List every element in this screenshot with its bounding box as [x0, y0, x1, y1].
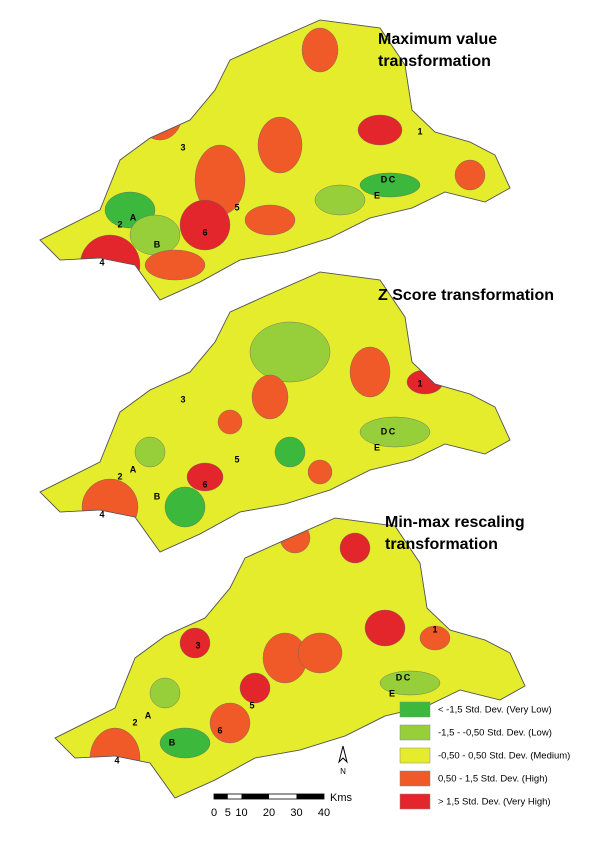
- marker-label: 5: [234, 202, 239, 212]
- district: [186, 462, 224, 492]
- scale-tick-label: 10: [235, 807, 247, 819]
- marker-label: B: [169, 737, 176, 747]
- district: [209, 702, 251, 744]
- marker-label: A: [130, 212, 137, 222]
- district: [274, 436, 306, 468]
- district: [297, 632, 343, 674]
- scale-tick-label: 30: [290, 807, 302, 819]
- marker-label: 3: [195, 640, 200, 650]
- legend-label: < -1,5 Std. Dev. (Very Low): [438, 705, 552, 716]
- district: [179, 199, 231, 251]
- legend-swatch: [399, 724, 431, 741]
- marker-label: E: [374, 190, 380, 200]
- marker-label: 4: [114, 755, 119, 765]
- marker-label: E: [389, 688, 395, 698]
- scale-segment: [214, 794, 228, 799]
- district: [239, 672, 271, 704]
- district: [339, 532, 371, 564]
- scale-unit: Kms: [330, 792, 353, 804]
- scale-tick-label: 20: [263, 807, 275, 819]
- map-title: transformation: [385, 536, 498, 553]
- marker-label: 4: [99, 257, 104, 267]
- marker-label: 3: [180, 142, 185, 152]
- map-title: Min-max rescaling: [385, 514, 525, 531]
- region-map: 1 2 3 4 5 6 A B CDE: [39, 271, 511, 553]
- district: [217, 409, 243, 435]
- district: [279, 522, 311, 554]
- legend-label: 0,50 - 1,5 Std. Dev. (High): [438, 774, 548, 785]
- district: [314, 184, 366, 216]
- legend-swatch: [399, 747, 431, 764]
- scale-tick-label: 40: [318, 807, 330, 819]
- district: [301, 27, 339, 73]
- district: [244, 204, 296, 236]
- legend-swatch: [399, 793, 431, 810]
- map-title: Z Score transformation: [378, 287, 554, 304]
- marker-label: 2: [117, 219, 122, 229]
- district: [307, 459, 333, 485]
- marker-label: B: [154, 239, 161, 249]
- legend-label: > 1,5 Std. Dev. (Very High): [438, 797, 551, 808]
- district: [357, 114, 403, 146]
- district: [454, 159, 486, 191]
- marker-label: 4: [99, 509, 104, 519]
- marker-label: A: [130, 464, 137, 474]
- district: [359, 172, 421, 198]
- marker-label: D: [396, 672, 403, 682]
- district: [419, 625, 451, 651]
- district: [249, 321, 331, 383]
- marker-label: C: [389, 174, 396, 184]
- north-label: N: [340, 767, 346, 776]
- marker-label: D: [381, 426, 388, 436]
- north-arrow: N: [338, 745, 348, 776]
- province-outline: [54, 517, 526, 799]
- scale-tick-label: 0: [211, 807, 217, 819]
- legend-label: -1,5 - -0,50 Std. Dev. (Low): [438, 728, 552, 739]
- district: [144, 249, 206, 281]
- district: [137, 89, 183, 141]
- marker-label: B: [154, 491, 161, 501]
- district: [164, 486, 206, 528]
- marker-label: 5: [249, 700, 254, 710]
- marker-label: 2: [132, 717, 137, 727]
- scale-segment: [241, 794, 269, 799]
- marker-label: 6: [202, 227, 207, 237]
- marker-label: 1: [432, 624, 437, 634]
- district: [257, 116, 303, 174]
- legend-swatch: [399, 770, 431, 787]
- district: [134, 436, 166, 468]
- map-title: transformation: [378, 53, 491, 70]
- marker-label: C: [389, 426, 396, 436]
- marker-label: D: [381, 174, 388, 184]
- marker-label: 6: [217, 725, 222, 735]
- district: [251, 374, 289, 420]
- district: [179, 627, 211, 659]
- district: [406, 369, 444, 395]
- district: [349, 346, 391, 398]
- scale-segment: [296, 794, 324, 799]
- scale-tick-label: 5: [225, 807, 231, 819]
- district: [79, 234, 141, 296]
- marker-label: 1: [417, 378, 422, 388]
- province-outline: [39, 271, 511, 553]
- province-outline: [39, 19, 511, 301]
- marker-label: 5: [234, 454, 239, 464]
- district: [159, 727, 211, 759]
- marker-label: C: [404, 672, 411, 682]
- district: [81, 478, 139, 536]
- legend-label: -0,50 - 0,50 Std. Dev. (Medium): [438, 751, 570, 762]
- marker-label: E: [374, 442, 380, 452]
- district: [359, 416, 431, 448]
- legend-swatch: [399, 701, 431, 718]
- marker-label: 2: [117, 471, 122, 481]
- marker-label: 6: [202, 479, 207, 489]
- marker-label: 3: [180, 394, 185, 404]
- district: [149, 677, 181, 709]
- marker-label: A: [145, 710, 152, 720]
- marker-label: 1: [417, 126, 422, 136]
- district: [364, 609, 406, 647]
- district: [379, 670, 441, 696]
- map-title: Maximum value: [378, 31, 497, 48]
